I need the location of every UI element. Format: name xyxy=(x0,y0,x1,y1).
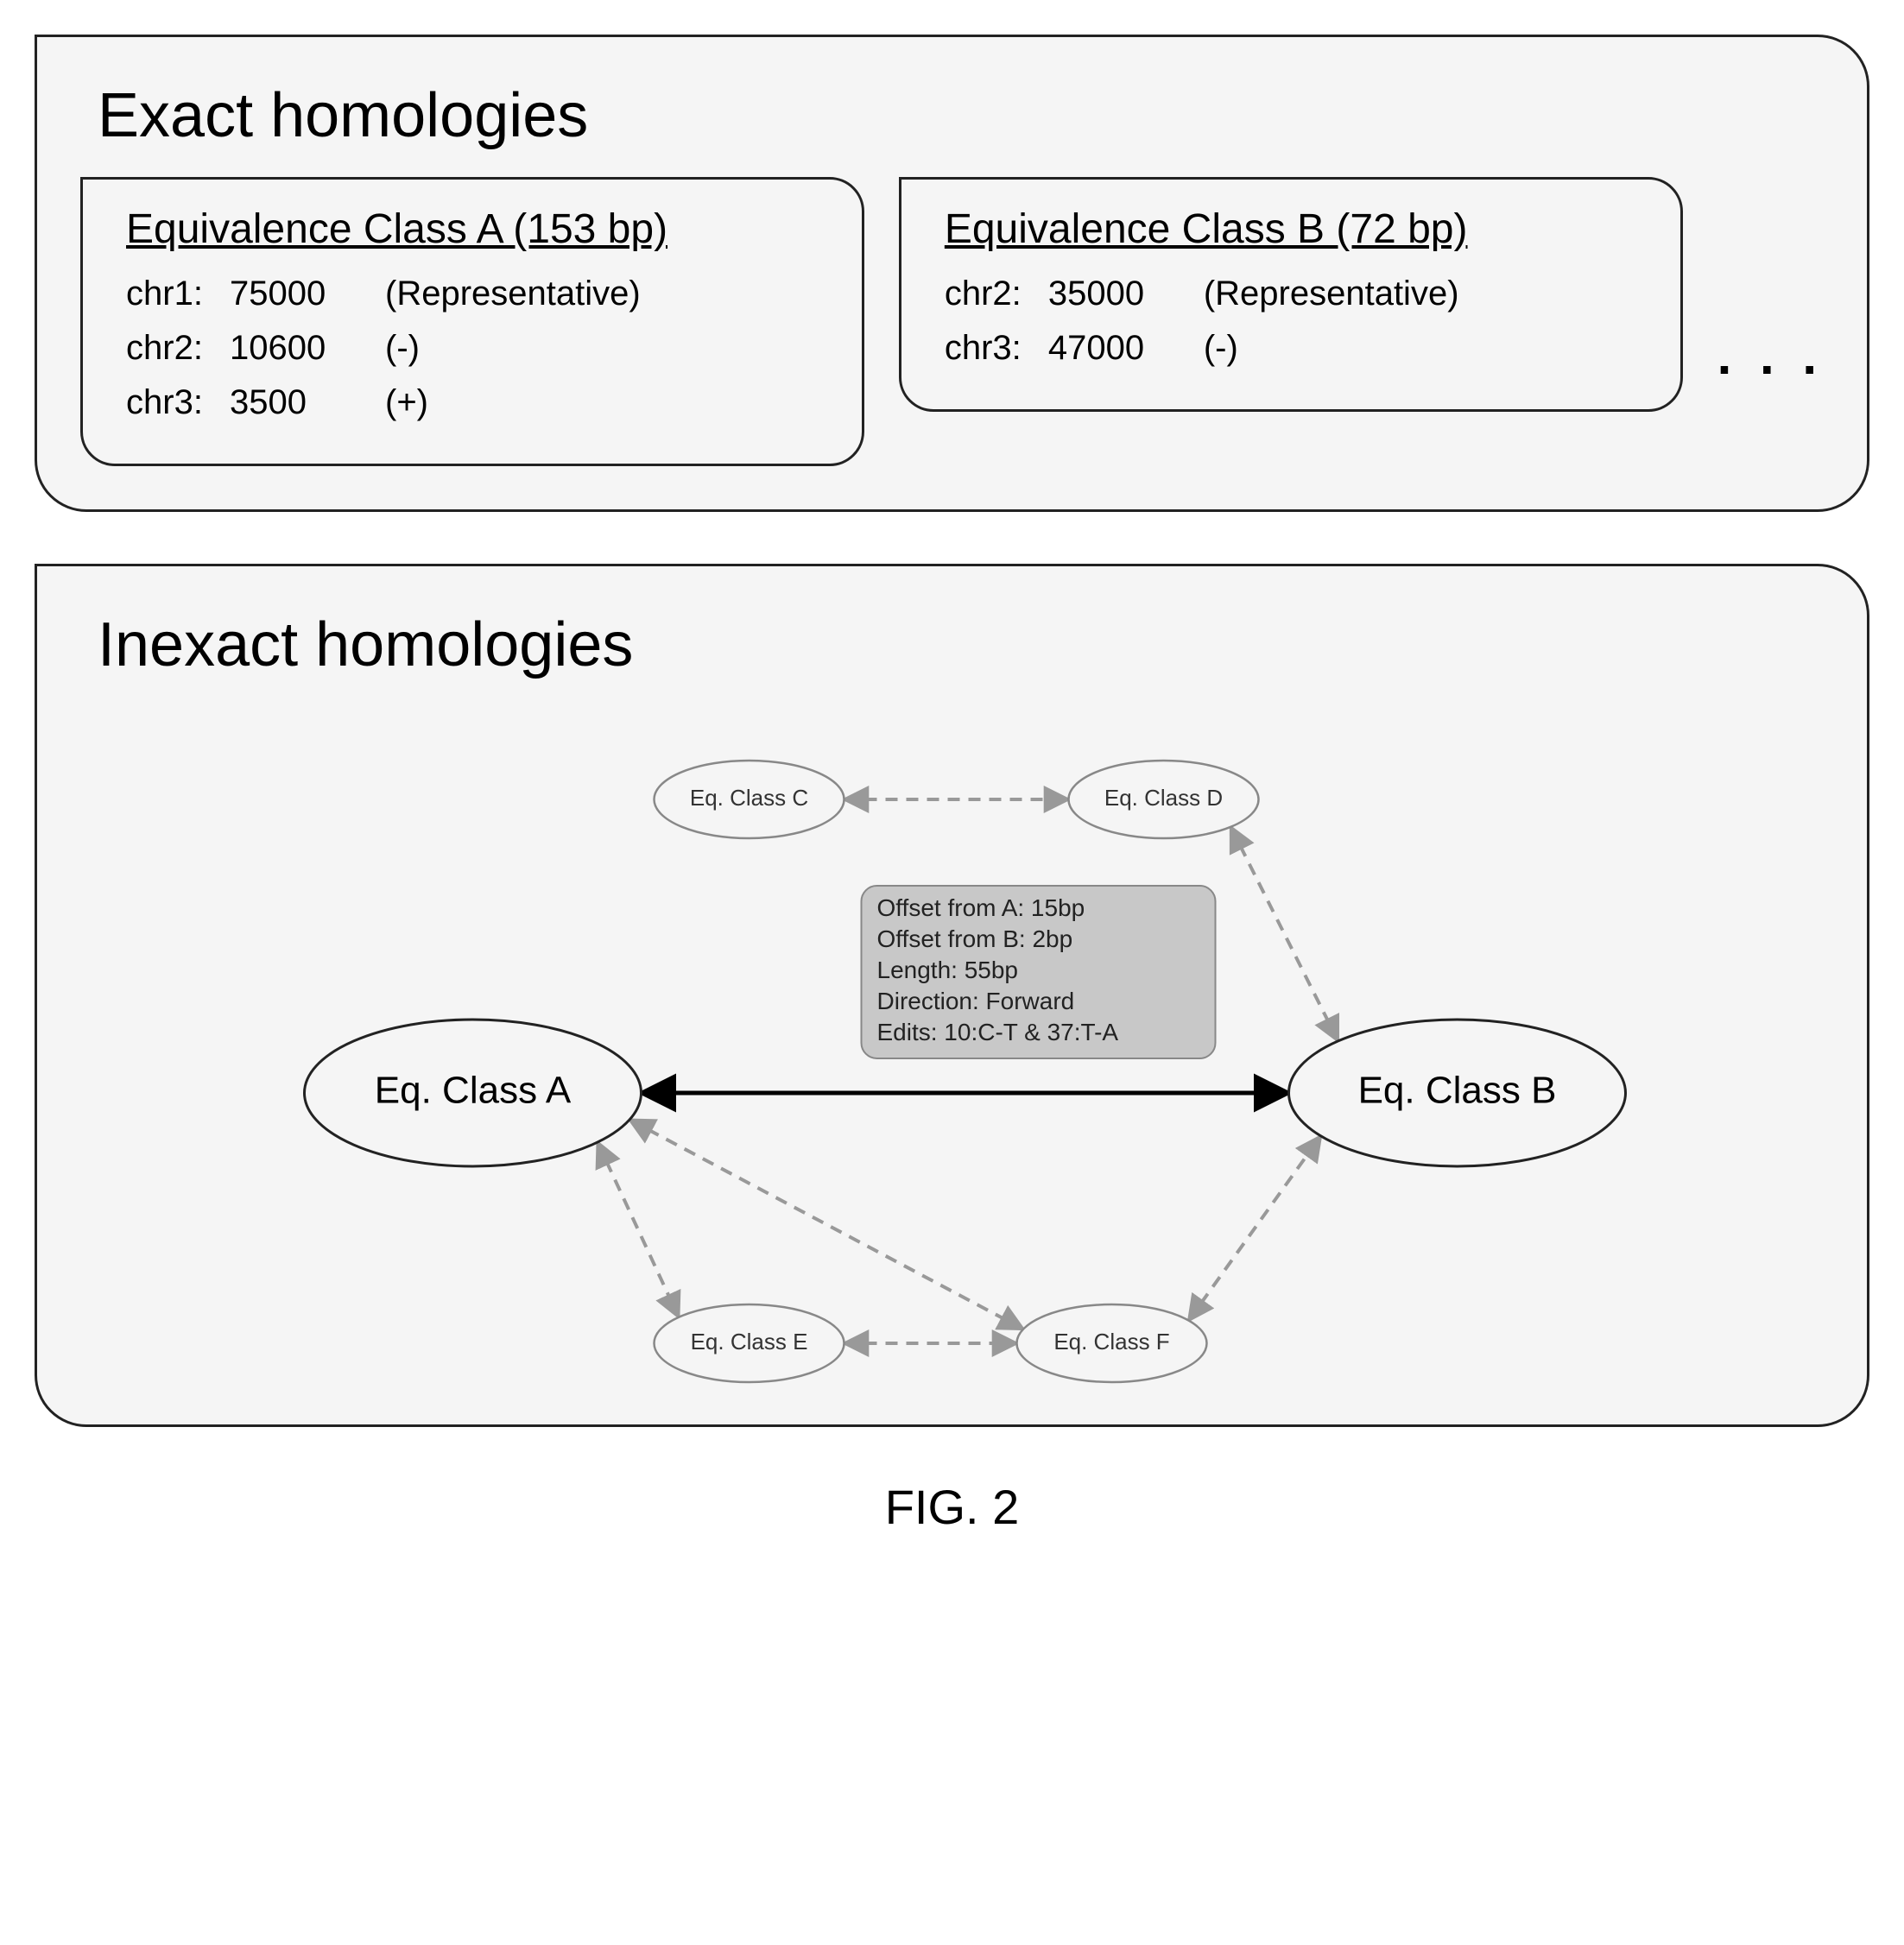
graph-node-label: Eq. Class C xyxy=(690,785,808,811)
inexact-homologies-panel: Inexact homologies Offset from A: 15bpOf… xyxy=(35,564,1869,1427)
entry-chr: chr2: xyxy=(945,275,1048,313)
figure-caption: FIG. 2 xyxy=(35,1479,1869,1535)
entry-annot: (-) xyxy=(1204,329,1238,368)
infobox-line: Direction: Forward xyxy=(877,988,1075,1014)
class-b-title: Equivalence Class B (72 bp) xyxy=(945,205,1646,253)
entry-pos: 35000 xyxy=(1048,275,1204,313)
inexact-title: Inexact homologies xyxy=(98,609,1824,680)
graph-node-label: Eq. Class D xyxy=(1104,785,1223,811)
graph-edge xyxy=(629,1120,1023,1329)
entry-annot: (Representative) xyxy=(385,275,641,313)
class-a-entry-0: chr1: 75000 (Representative) xyxy=(126,275,827,313)
ellipsis-icon: . . . xyxy=(1717,326,1824,386)
class-b-entry-0: chr2: 35000 (Representative) xyxy=(945,275,1646,313)
infobox-line: Edits: 10:C-T & 37:T-A xyxy=(877,1019,1119,1045)
graph-edge xyxy=(1189,1136,1321,1321)
graph-edge xyxy=(1230,827,1338,1041)
entry-chr: chr3: xyxy=(126,383,230,422)
equivalence-class-row: Equivalence Class A (153 bp) chr1: 75000… xyxy=(80,177,1824,466)
class-b-entry-1: chr3: 47000 (-) xyxy=(945,329,1646,368)
infobox-line: Length: 55bp xyxy=(877,957,1019,983)
infobox-line: Offset from B: 2bp xyxy=(877,925,1073,952)
equivalence-class-a-box: Equivalence Class A (153 bp) chr1: 75000… xyxy=(80,177,864,466)
entry-annot: (Representative) xyxy=(1204,275,1459,313)
exact-title: Exact homologies xyxy=(98,80,1824,151)
entry-chr: chr1: xyxy=(126,275,230,313)
entry-pos: 3500 xyxy=(230,383,385,422)
graph-node-label: Eq. Class B xyxy=(1358,1070,1557,1112)
class-a-entry-2: chr3: 3500 (+) xyxy=(126,383,827,422)
equivalence-class-b-box: Equivalence Class B (72 bp) chr2: 35000 … xyxy=(899,177,1683,412)
graph-edge xyxy=(598,1142,679,1317)
class-a-entry-1: chr2: 10600 (-) xyxy=(126,329,827,368)
entry-pos: 75000 xyxy=(230,275,385,313)
entry-chr: chr2: xyxy=(126,329,230,368)
class-a-title: Equivalence Class A (153 bp) xyxy=(126,205,827,253)
graph-node-label: Eq. Class E xyxy=(691,1329,808,1355)
graph-node-label: Eq. Class F xyxy=(1053,1329,1169,1355)
entry-pos: 47000 xyxy=(1048,329,1204,368)
entry-annot: (+) xyxy=(385,383,428,422)
entry-pos: 10600 xyxy=(230,329,385,368)
exact-homologies-panel: Exact homologies Equivalence Class A (15… xyxy=(35,35,1869,512)
entry-annot: (-) xyxy=(385,329,420,368)
infobox-line: Offset from A: 15bp xyxy=(877,894,1085,921)
homology-graph: Offset from A: 15bp Offset from B: 2bp Len… xyxy=(37,687,1867,1430)
graph-node-label: Eq. Class A xyxy=(375,1070,572,1112)
entry-chr: chr3: xyxy=(945,329,1048,368)
